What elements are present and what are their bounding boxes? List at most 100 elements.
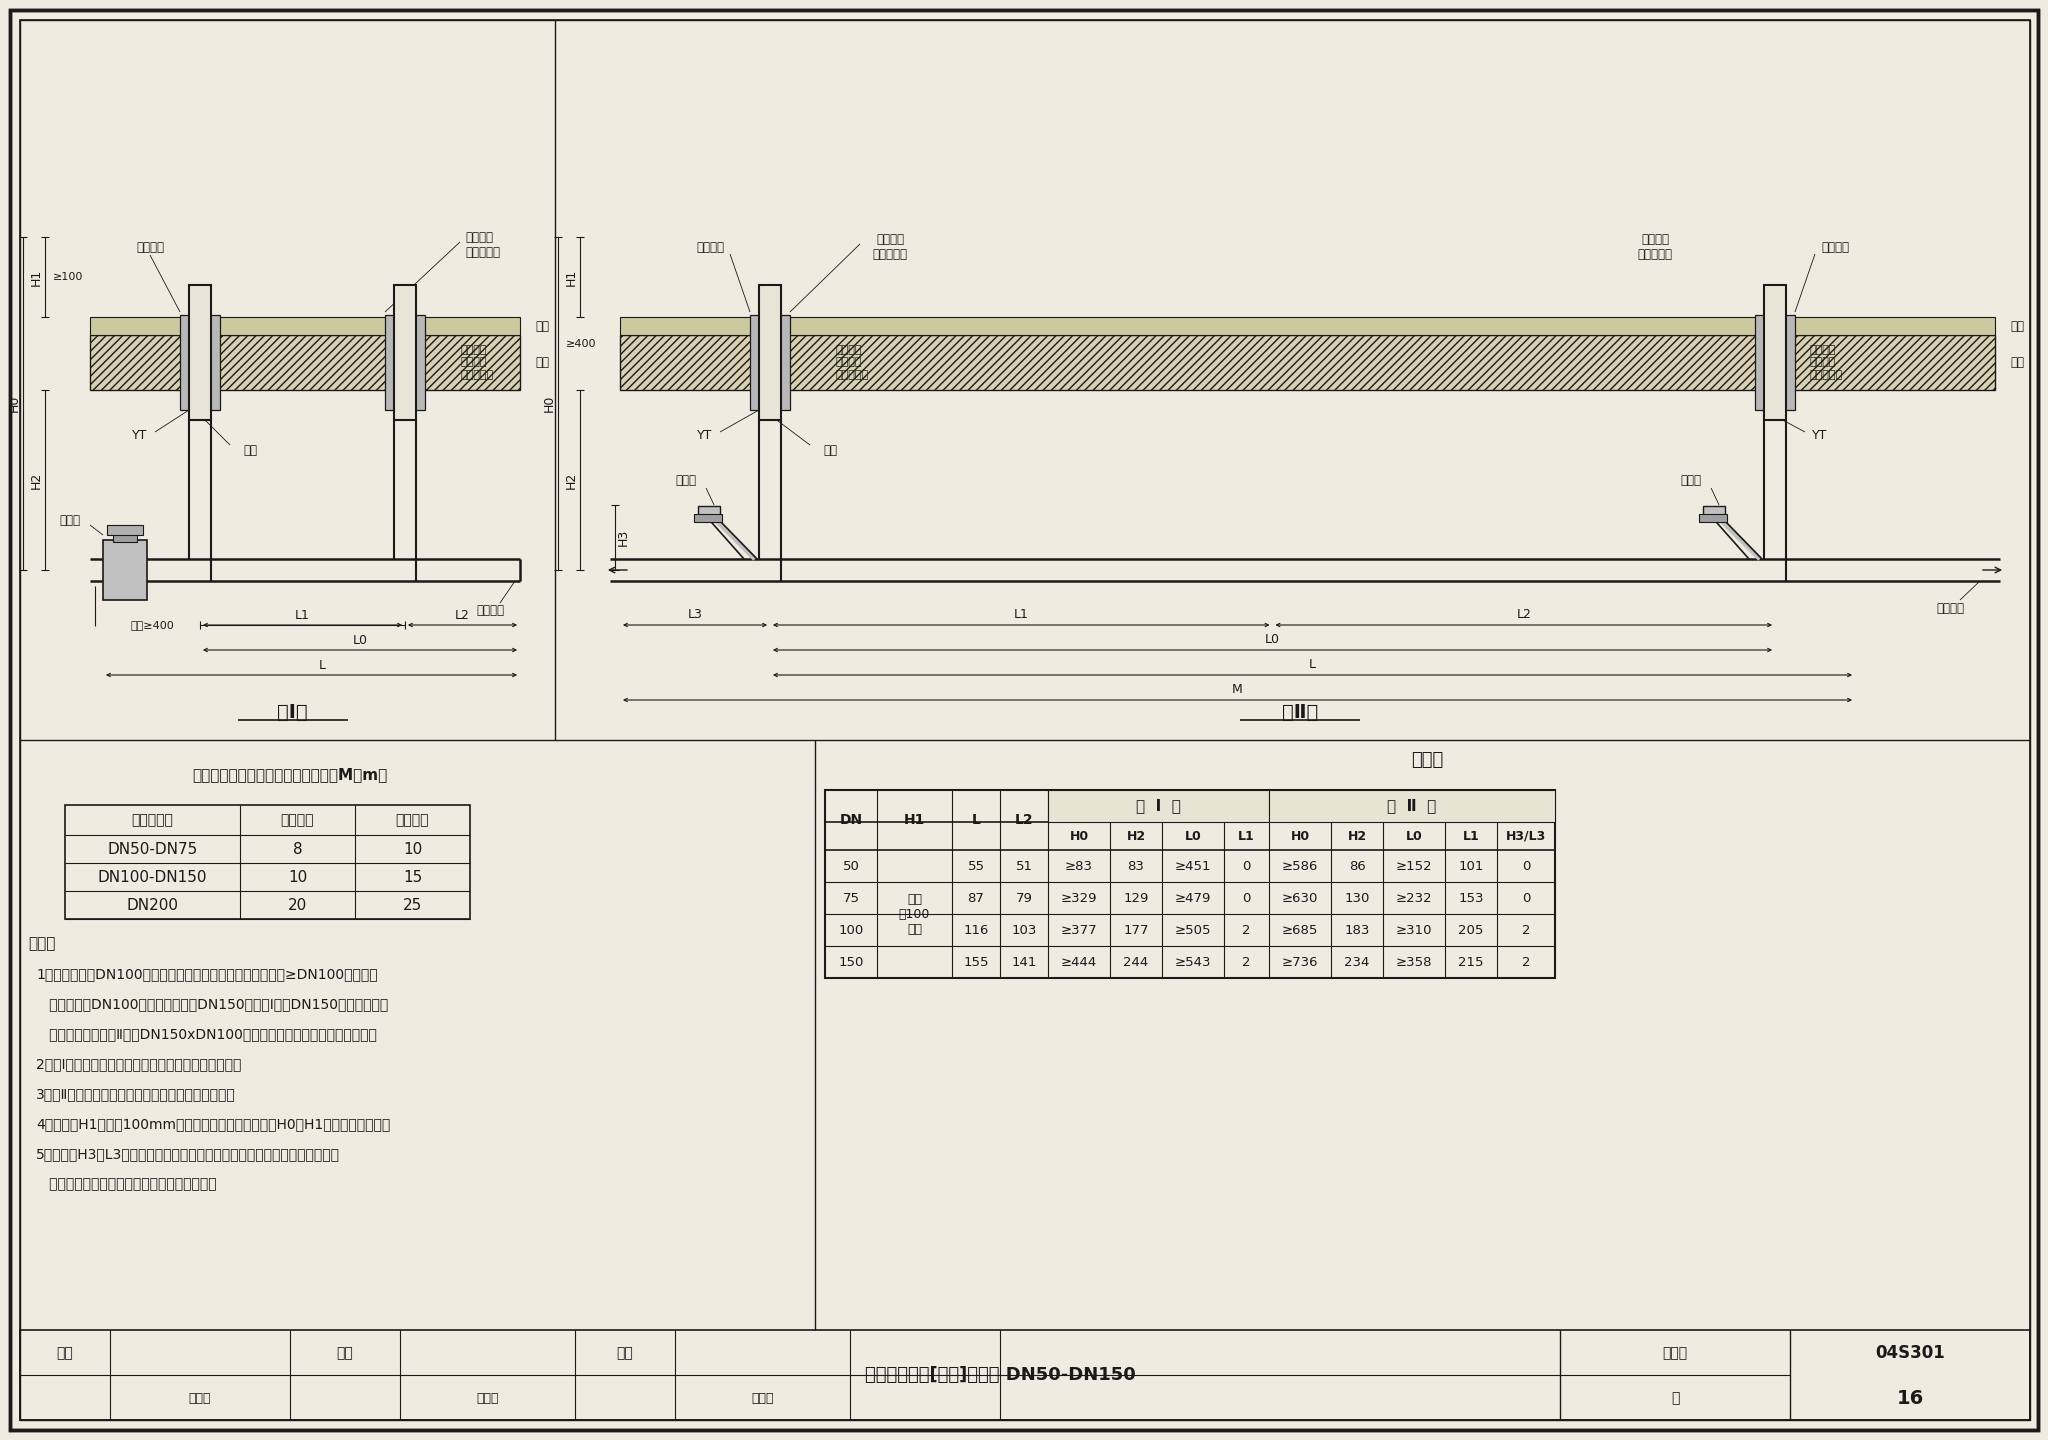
Text: 图集号: 图集号: [1663, 1346, 1688, 1359]
Text: 生活污水: 生活污水: [281, 814, 313, 827]
Text: 86: 86: [1350, 860, 1366, 873]
Bar: [90, 317, 520, 336]
Bar: [1763, 285, 1786, 420]
Text: 0: 0: [1243, 891, 1251, 904]
Text: 马信国: 马信国: [477, 1391, 500, 1404]
Text: L2: L2: [1516, 608, 1532, 621]
Text: 8: 8: [293, 841, 303, 857]
Text: ≥451: ≥451: [1176, 860, 1210, 873]
Text: 3、甲Ⅱ型适用于清扫口设置在排水横管中间的场所。: 3、甲Ⅱ型适用于清扫口设置在排水横管中间的场所。: [37, 1087, 236, 1102]
Text: L1: L1: [1014, 608, 1028, 621]
Text: 厄墙≥400: 厄墙≥400: [129, 621, 174, 631]
Text: 234: 234: [1343, 956, 1370, 969]
Text: 244: 244: [1124, 956, 1149, 969]
Bar: [1700, 514, 1726, 523]
Bar: [825, 791, 1554, 978]
Text: 55: 55: [967, 860, 985, 873]
Text: H2: H2: [1126, 829, 1145, 842]
Text: 相邻两个清扫口之间的最大水平距离M（m）: 相邻两个清扫口之间的最大水平距离M（m）: [193, 768, 387, 782]
Text: L0: L0: [1266, 632, 1280, 645]
Text: ≥310: ≥310: [1397, 923, 1432, 936]
Text: 面层: 面层: [535, 320, 549, 333]
Text: 防水套管: 防水套管: [696, 240, 725, 253]
Text: 分层夹实: 分层夹实: [461, 357, 487, 367]
Bar: [20, 1331, 2030, 1420]
Text: H0: H0: [8, 395, 20, 412]
Text: ≥377: ≥377: [1061, 923, 1098, 936]
Text: 防水做法: 防水做法: [877, 232, 903, 245]
Bar: [760, 285, 780, 420]
Text: 见建筑设计: 见建筑设计: [1638, 248, 1673, 261]
Text: 校对: 校对: [336, 1346, 354, 1359]
Text: L1: L1: [1239, 829, 1255, 842]
Text: 楼板: 楼板: [2009, 356, 2023, 369]
Bar: [750, 315, 791, 410]
Text: ≥358: ≥358: [1397, 956, 1432, 969]
Text: 说明：: 说明：: [29, 936, 55, 952]
Bar: [393, 285, 416, 420]
Text: H0: H0: [1069, 829, 1090, 842]
Bar: [621, 336, 1995, 390]
Bar: [1270, 791, 1554, 822]
Bar: [90, 336, 520, 390]
Text: 防水套管: 防水套管: [135, 240, 164, 253]
Text: 2: 2: [1243, 923, 1251, 936]
Text: 分层夹实: 分层夹实: [1810, 357, 1837, 367]
Text: 101: 101: [1458, 860, 1483, 873]
Text: 5、本图中H3和L3尺寸系根据福建省亚通塑胶有限公司提供的技术资料编制，: 5、本图中H3和L3尺寸系根据福建省亚通塑胶有限公司提供的技术资料编制，: [37, 1148, 340, 1161]
Text: L2: L2: [455, 609, 469, 622]
Text: 甲Ⅰ型: 甲Ⅰ型: [276, 703, 307, 721]
Text: 塑料排水管: 塑料排水管: [461, 370, 494, 380]
Text: 分层夹实: 分层夹实: [836, 357, 862, 367]
Text: 油麻腻子: 油麻腻子: [836, 346, 862, 356]
Text: 0: 0: [1243, 860, 1251, 873]
Text: 2、甲Ⅰ型适用于清扫口设置在排水横管管端部的场所。: 2、甲Ⅰ型适用于清扫口设置在排水横管管端部的场所。: [37, 1057, 242, 1071]
Text: L: L: [971, 814, 981, 827]
Text: 183: 183: [1343, 923, 1370, 936]
Text: 87: 87: [967, 891, 985, 904]
Text: H0: H0: [543, 395, 555, 412]
Text: 1、排水管径＜DN100的，清扫口规格同排水管径；排水管径≥DN100的，清扫: 1、排水管径＜DN100的，清扫口规格同排水管径；排水管径≥DN100的，清扫: [37, 968, 377, 981]
Text: 4、本图中H1尺寸按100mm考虑，实际情况如有不同则H0、H1尺寸应相应调整。: 4、本图中H1尺寸按100mm考虑，实际情况如有不同则H0、H1尺寸应相应调整。: [37, 1117, 391, 1130]
Text: 油麻腻子: 油麻腻子: [461, 346, 487, 356]
Text: 杨海键: 杨海键: [752, 1391, 774, 1404]
Text: 83: 83: [1128, 860, 1145, 873]
Text: 205: 205: [1458, 923, 1483, 936]
Bar: [102, 540, 147, 600]
Bar: [106, 526, 143, 536]
Text: 141: 141: [1012, 956, 1036, 969]
Text: 清扫口: 清扫口: [59, 514, 80, 527]
Text: 215: 215: [1458, 956, 1483, 969]
Text: ≥329: ≥329: [1061, 891, 1098, 904]
Text: ≥479: ≥479: [1176, 891, 1210, 904]
Text: 径管接清扫口，甲Ⅱ型用DN150xDN100斜三通接清扫口，本图不另行表示。: 径管接清扫口，甲Ⅱ型用DN150xDN100斜三通接清扫口，本图不另行表示。: [37, 1027, 377, 1041]
Text: L0: L0: [1405, 829, 1423, 842]
Text: 排水横管: 排水横管: [475, 603, 504, 616]
Text: 桩接: 桩接: [823, 444, 838, 456]
Text: DN: DN: [840, 814, 862, 827]
Text: H2: H2: [1348, 829, 1366, 842]
Text: 桩接: 桩接: [244, 444, 256, 456]
Text: 防水做法: 防水做法: [1640, 232, 1669, 245]
Bar: [113, 530, 137, 541]
Text: 楼板: 楼板: [535, 356, 549, 369]
Text: 本图
按100
考虑: 本图 按100 考虑: [899, 893, 930, 936]
Text: ≥630: ≥630: [1282, 891, 1319, 904]
Bar: [1755, 315, 1794, 410]
Text: DN50-DN75: DN50-DN75: [106, 841, 197, 857]
Bar: [1049, 791, 1270, 822]
Text: L: L: [1309, 658, 1317, 671]
Text: 25: 25: [403, 897, 422, 913]
Text: 清扫口: 清扫口: [676, 474, 696, 487]
Bar: [66, 805, 469, 919]
Text: 10: 10: [403, 841, 422, 857]
Text: 10: 10: [289, 870, 307, 884]
Text: 设计: 设计: [616, 1346, 633, 1359]
Text: 2: 2: [1243, 956, 1251, 969]
Text: 口规格可取DN100。当排水管径为DN150时，甲Ⅰ型用DN150顺水三通加异: 口规格可取DN100。当排水管径为DN150时，甲Ⅰ型用DN150顺水三通加异: [37, 996, 389, 1011]
Text: 若选用其他厂家产品则相关数据须相应调整。: 若选用其他厂家产品则相关数据须相应调整。: [37, 1176, 217, 1191]
Text: 75: 75: [842, 891, 860, 904]
Text: ≥400: ≥400: [565, 338, 596, 348]
Text: H2: H2: [29, 471, 43, 488]
Text: 甲  Ⅰ  型: 甲 Ⅰ 型: [1137, 799, 1182, 814]
